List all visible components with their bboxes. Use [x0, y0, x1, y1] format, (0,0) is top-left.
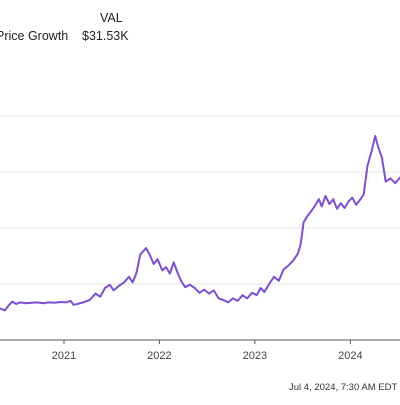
legend-series-label: Price Growth — [0, 29, 69, 43]
tick-layer: 2021 2022 2023 2024 — [52, 340, 363, 362]
x-tick-label-0: 2021 — [52, 350, 76, 362]
footer-timestamp: Jul 4, 2024, 7:30 AM EDT Pow — [289, 382, 400, 393]
legend-ticker: VAL — [100, 11, 123, 25]
legend-value: $31.53K — [82, 29, 129, 43]
x-tick-label-1: 2022 — [147, 350, 171, 362]
x-tick-label-3: 2024 — [338, 350, 362, 362]
series-line-0 — [0, 135, 400, 312]
x-tick-label-2: 2023 — [243, 350, 267, 362]
grid-layer — [0, 115, 400, 285]
series-layer — [0, 135, 400, 312]
